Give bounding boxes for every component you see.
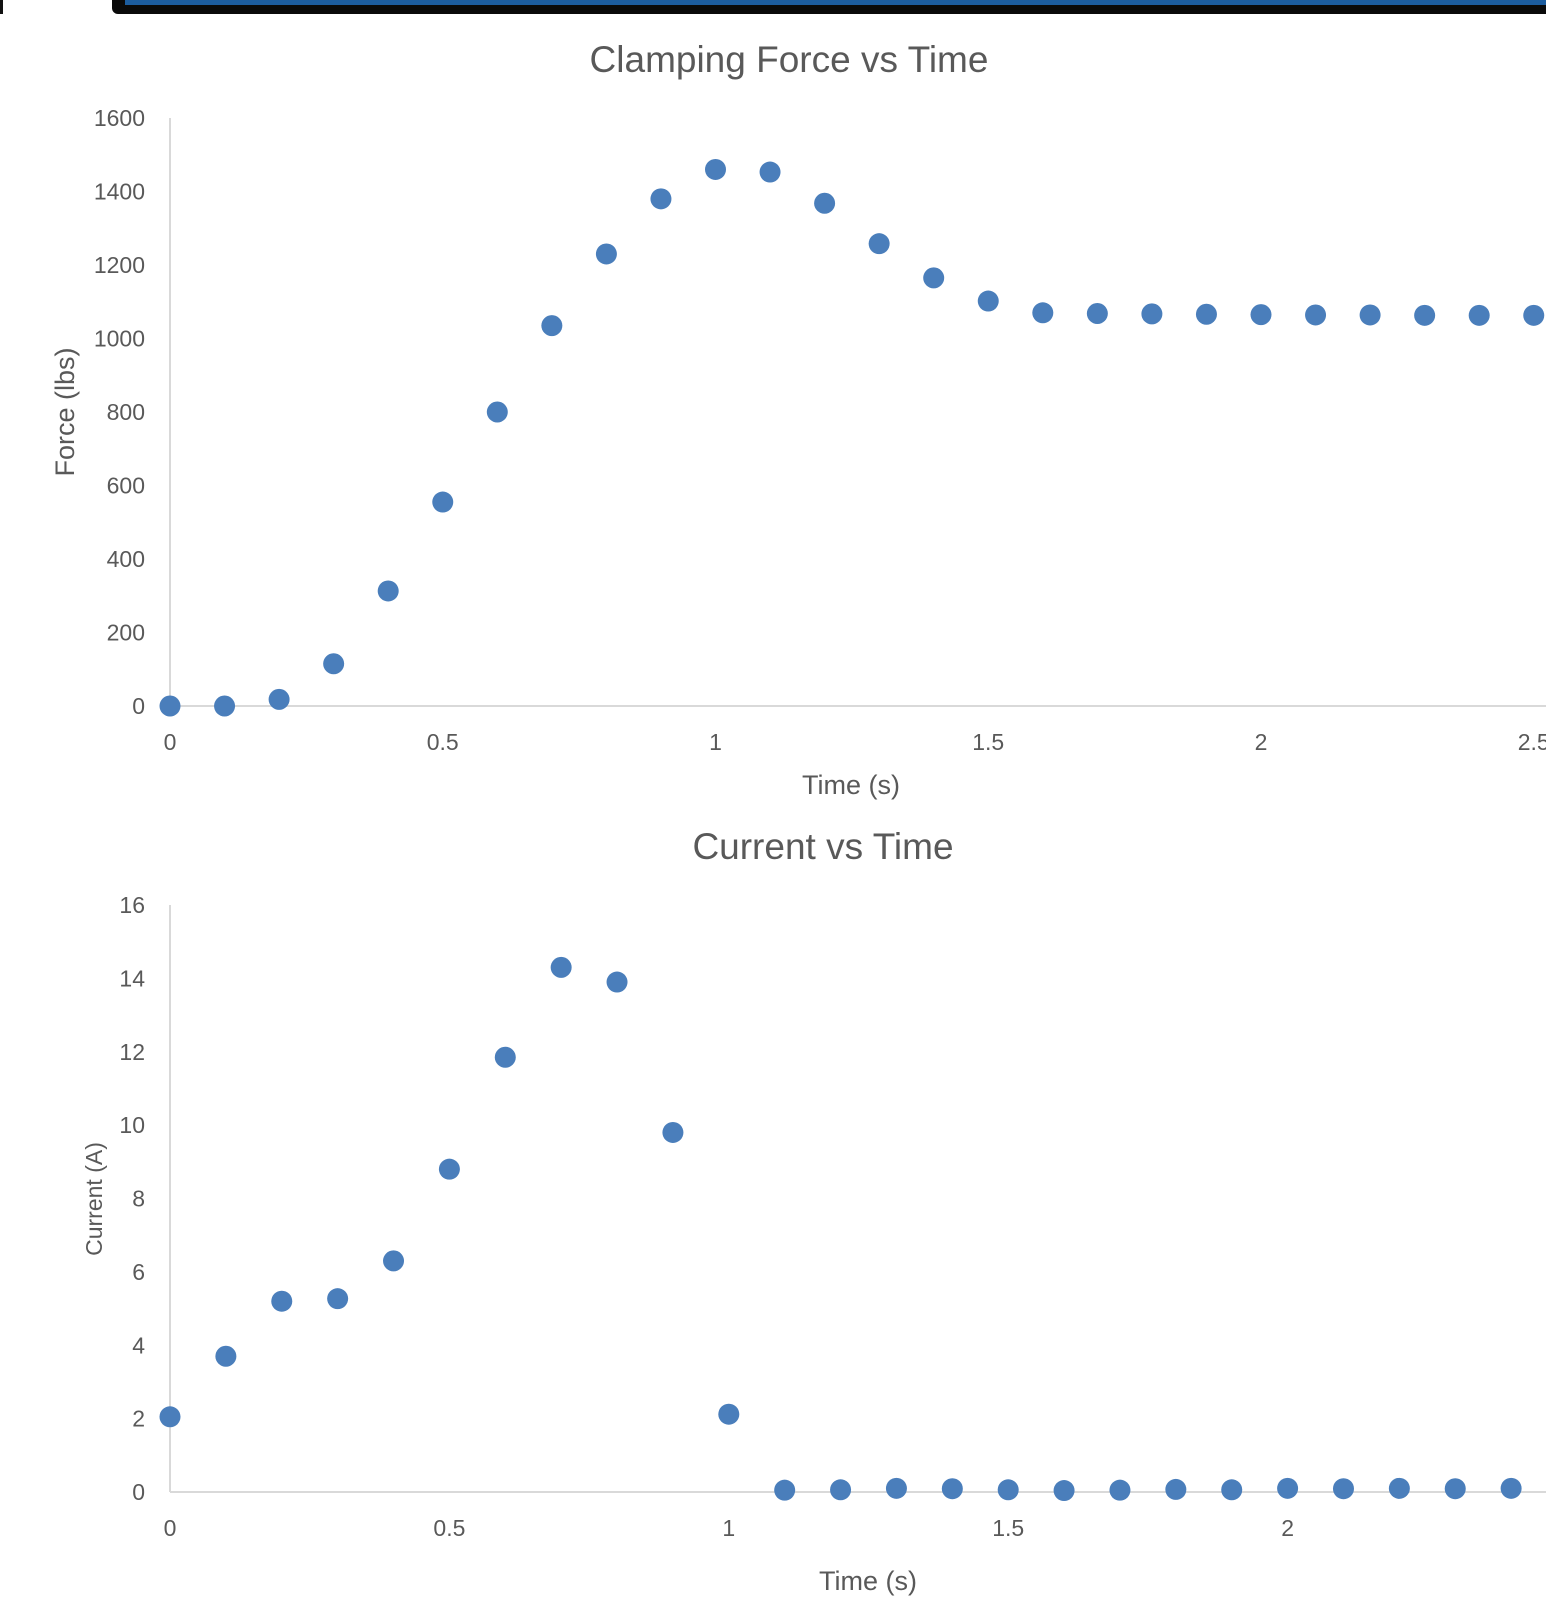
window-edge-mark — [0, 0, 3, 14]
data-point — [868, 233, 890, 255]
data-point — [268, 688, 290, 710]
x-tick-label: 0 — [164, 1515, 177, 1541]
y-tick-label: 600 — [107, 473, 145, 499]
current-chart: Current vs Time Current (A) Time (s) 0 2 4… — [81, 826, 1546, 1596]
data-point — [327, 1288, 349, 1310]
data-point — [718, 1403, 740, 1425]
data-point — [814, 192, 836, 214]
data-point — [885, 1477, 907, 1499]
x-tick-label: 0.5 — [433, 1515, 465, 1541]
data-point — [1109, 1479, 1131, 1501]
data-point — [923, 267, 945, 289]
data-point — [1305, 304, 1327, 326]
data-point — [662, 1121, 684, 1143]
data-point — [383, 1250, 405, 1272]
data-point — [830, 1479, 852, 1501]
y-axis-title: Current (A) — [81, 1142, 107, 1256]
y-tick-label: 2 — [132, 1406, 145, 1432]
x-axis-title: Time (s) — [802, 770, 900, 800]
x-tick-label: 0 — [164, 729, 177, 755]
data-point — [1141, 303, 1163, 325]
data-point — [997, 1479, 1019, 1501]
y-tick-label: 400 — [107, 546, 145, 572]
data-point — [323, 653, 345, 675]
x-tick-label: 1 — [722, 1515, 735, 1541]
y-tick-label: 1400 — [94, 179, 145, 205]
data-point — [1195, 303, 1217, 325]
data-point — [438, 1158, 460, 1180]
y-axis-title: Force (lbs) — [50, 347, 80, 476]
data-point — [705, 158, 726, 180]
window-title-strip — [125, 0, 1546, 5]
data-point — [1414, 304, 1436, 326]
y-tick-label: 0 — [132, 693, 145, 719]
data-point — [759, 161, 781, 183]
data-point — [1277, 1477, 1299, 1499]
y-tick-label: 14 — [119, 965, 145, 991]
y-tick-label: 200 — [107, 620, 145, 646]
x-axis-title: Time (s) — [819, 1566, 917, 1596]
y-tick-label: 6 — [132, 1259, 145, 1285]
data-point — [1359, 304, 1381, 326]
data-point — [541, 315, 563, 337]
y-tick-label: 0 — [132, 1479, 145, 1505]
force-chart: Clamping Force vs Time Force (lbs) Time … — [50, 39, 1546, 800]
data-point — [1053, 1480, 1075, 1502]
y-tick-label: 800 — [107, 399, 145, 425]
chart-title: Clamping Force vs Time — [590, 39, 989, 80]
data-point — [486, 401, 508, 423]
y-tick-label: 10 — [119, 1112, 145, 1138]
y-tick-label: 16 — [119, 892, 145, 918]
data-point — [1032, 302, 1054, 324]
data-point — [1086, 303, 1108, 325]
data-point — [1468, 304, 1490, 326]
data-point — [1500, 1477, 1522, 1499]
x-tick-label: 2 — [1281, 1515, 1294, 1541]
x-tick-label: 2 — [1255, 729, 1268, 755]
data-point — [1221, 1479, 1243, 1501]
x-tick-label: 0.5 — [427, 729, 459, 755]
data-point — [550, 956, 572, 978]
y-tick-label: 12 — [119, 1039, 145, 1065]
data-point — [941, 1478, 963, 1500]
data-point — [271, 1290, 293, 1312]
y-tick-label: 4 — [132, 1332, 145, 1358]
data-point — [595, 243, 617, 265]
data-point — [1332, 1478, 1354, 1500]
data-point — [774, 1479, 796, 1501]
y-tick-label: 1600 — [94, 105, 145, 131]
y-tick-label: 1000 — [94, 326, 145, 352]
y-tick-label: 1200 — [94, 252, 145, 278]
data-point — [977, 290, 999, 312]
data-point — [159, 1406, 181, 1428]
y-tick-label: 8 — [132, 1186, 145, 1212]
data-point — [377, 580, 399, 602]
data-point — [1388, 1477, 1410, 1499]
data-point — [650, 188, 672, 210]
data-point — [494, 1046, 516, 1068]
data-point — [1523, 304, 1545, 326]
x-tick-label: 2.5 — [1518, 729, 1546, 755]
data-point — [159, 695, 181, 717]
x-tick-label: 1.5 — [972, 729, 1004, 755]
data-point — [214, 695, 236, 717]
chart-title: Current vs Time — [692, 826, 953, 867]
data-point — [1444, 1478, 1466, 1500]
x-tick-label: 1 — [709, 729, 722, 755]
data-point — [606, 971, 628, 993]
data-point — [1250, 304, 1272, 326]
x-tick-label: 1.5 — [992, 1515, 1024, 1541]
data-point — [215, 1345, 237, 1367]
data-point — [432, 491, 454, 513]
data-point — [1165, 1478, 1187, 1500]
